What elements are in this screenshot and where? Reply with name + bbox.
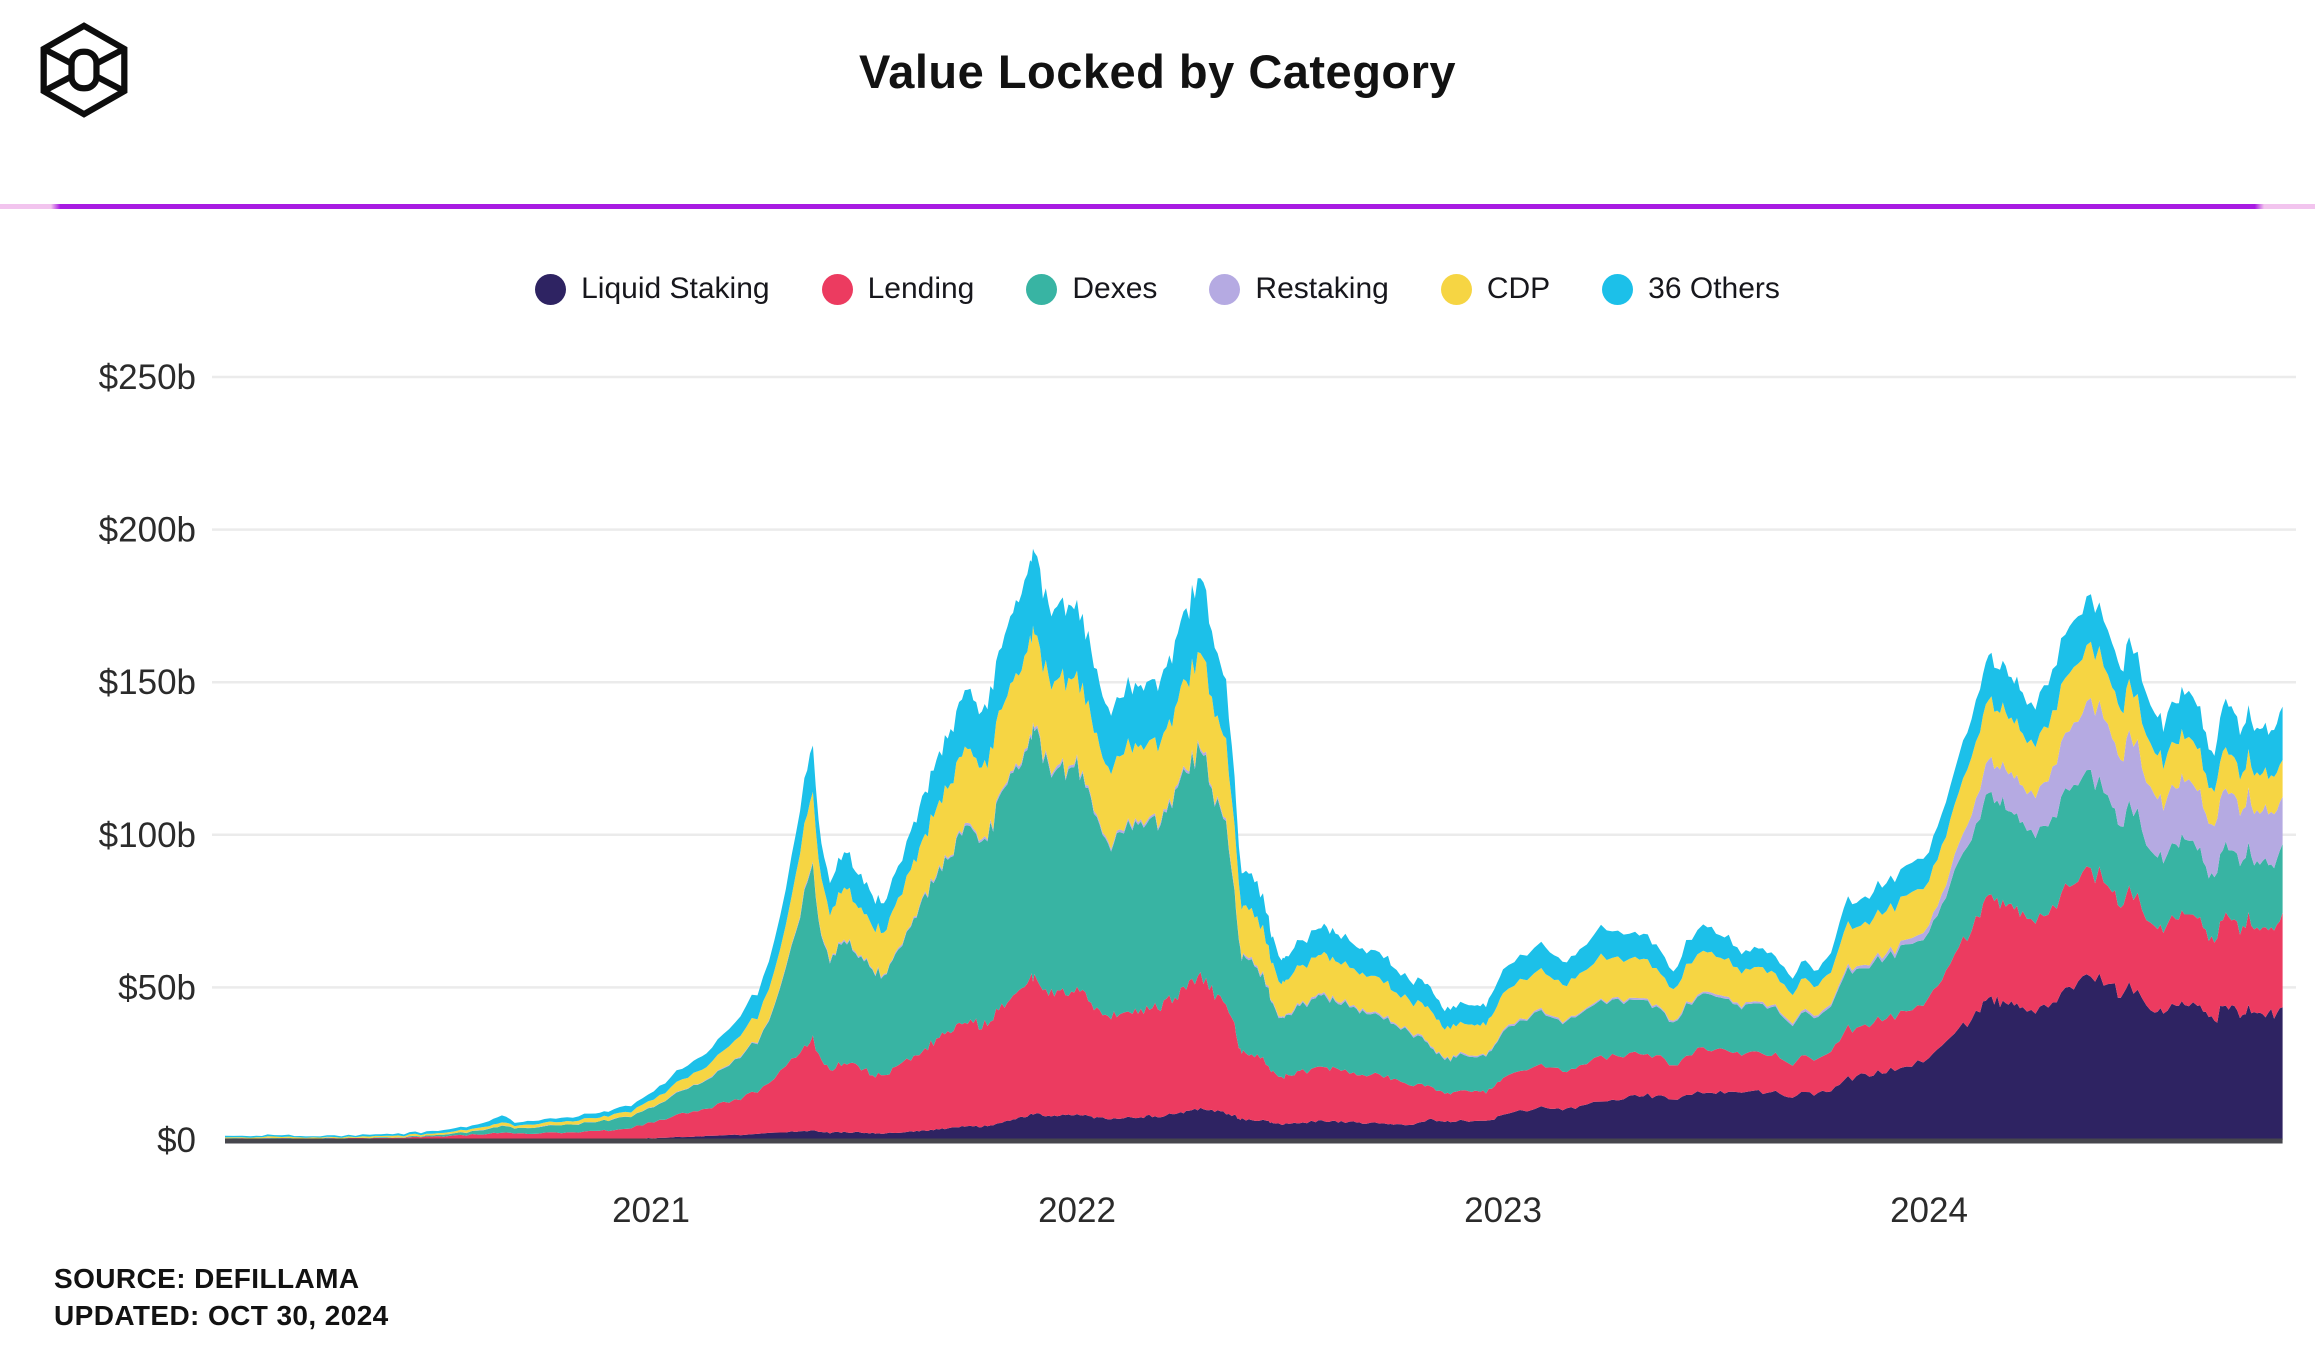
area-liquid-staking	[225, 973, 2283, 1140]
defillama-box-logo	[40, 22, 128, 118]
legend-item-liquid-staking: Liquid Staking	[535, 272, 770, 306]
x-tick-label-2021: 2021	[612, 1191, 690, 1230]
chart-footer: SOURCE: DEFILLAMA UPDATED: OCT 30, 2024	[54, 1260, 389, 1334]
legend-label-dexes: Dexes	[1072, 272, 1158, 305]
legend-item-lending: Lending	[821, 272, 975, 306]
x-tick-label-2024: 2024	[1890, 1191, 1968, 1230]
y-tick-label-100: $100b	[99, 816, 196, 855]
y-tick-label-250: $250b	[99, 358, 196, 397]
page-title: Value Locked by Category	[858, 45, 1457, 98]
chart-legend: Liquid Staking Lending Dexes Restaking CDP 36…	[0, 272, 2315, 306]
x-tick-label-2022: 2022	[1038, 1191, 1116, 1230]
accent-divider	[0, 204, 2315, 209]
legend-dot-restaking	[1209, 273, 1241, 305]
legend-item-dexes: Dexes	[1026, 272, 1157, 306]
value-locked-stacked-area-chart: $0 $50b $100b $150b $200b $250b 2021 2022 2023 20…	[99, 358, 2296, 1230]
legend-label-cdp: CDP	[1486, 272, 1551, 305]
legend-dot-lending	[821, 273, 853, 305]
legend-dot-36-others	[1602, 273, 1634, 305]
x-tick-label-2023: 2023	[1464, 1191, 1542, 1230]
legend-item-36-others: 36 Others	[1602, 272, 1780, 306]
legend-dot-liquid-staking	[535, 273, 567, 305]
y-tick-label-0: $0	[157, 1121, 196, 1160]
legend-item-cdp: CDP	[1440, 272, 1551, 306]
y-tick-label-50: $50b	[118, 968, 196, 1007]
area-cdp	[225, 625, 2283, 1139]
y-tick-label-200: $200b	[99, 511, 196, 550]
legend-label-liquid-staking: Liquid Staking	[581, 272, 770, 305]
source-label: SOURCE: DEFILLAMA	[54, 1263, 360, 1294]
area-dexes	[225, 725, 2283, 1140]
updated-label: UPDATED: OCT 30, 2024	[54, 1300, 389, 1331]
legend-item-restaking: Restaking	[1209, 272, 1389, 306]
legend-label-restaking: Restaking	[1255, 272, 1389, 305]
area-restaking	[225, 697, 2283, 1139]
y-tick-label-150: $150b	[99, 663, 196, 702]
legend-dot-cdp	[1440, 273, 1472, 305]
legend-label-lending: Lending	[867, 272, 975, 305]
legend-label-36-others: 36 Others	[1648, 272, 1780, 305]
legend-dot-dexes	[1026, 273, 1058, 305]
area-lending	[225, 866, 2283, 1140]
